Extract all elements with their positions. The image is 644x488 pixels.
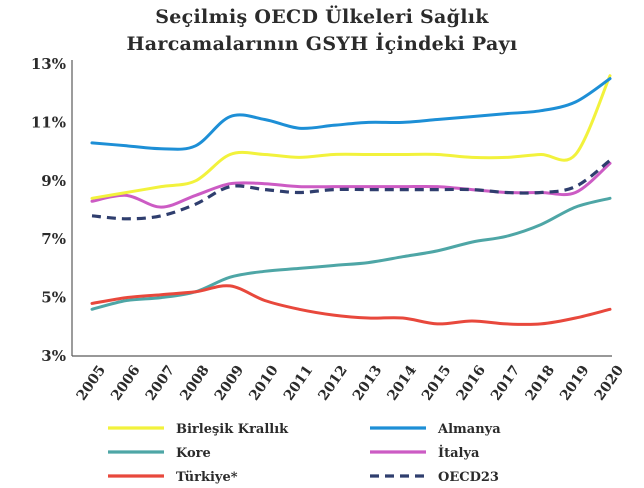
legend-item-2: Kore xyxy=(108,446,211,461)
legend-label: İtalya xyxy=(438,445,480,461)
axes xyxy=(71,60,612,357)
x-tick-label: 2005 xyxy=(74,363,109,404)
legend-item-5: OECD23 xyxy=(370,470,499,485)
series-line-0 xyxy=(90,74,612,200)
x-tick-label: 2019 xyxy=(557,363,592,404)
y-tick-labels: 3% 5% 7% 9% 11% 13% xyxy=(31,55,66,365)
legend-item-3: İtalya xyxy=(370,445,480,461)
x-tick-label: 2013 xyxy=(350,363,385,404)
x-tick-label: 2008 xyxy=(177,363,212,404)
x-tick-label: 2006 xyxy=(108,363,143,404)
series-lines xyxy=(90,74,612,326)
y-tick-label: 11% xyxy=(31,113,66,131)
x-tick-label: 2010 xyxy=(246,362,282,403)
series-line-5 xyxy=(91,159,611,221)
legend: Birleşik Krallık Almanya Kore İtalya Türkiye… xyxy=(108,422,501,485)
x-tick-label: 2011 xyxy=(281,363,316,404)
series-line-1 xyxy=(90,77,612,151)
legend-item-4: Türkiye* xyxy=(108,470,238,485)
chart-title-line-2: Harcamalarının GSYH İçindeki Payı xyxy=(126,33,518,55)
x-tick-label: 2015 xyxy=(419,363,454,404)
chart-title: Seçilmiş OECD Ülkeleri Sağlık Harcamalar… xyxy=(0,4,644,58)
series-line-4 xyxy=(90,284,612,326)
x-tick-label: 2007 xyxy=(143,363,178,404)
legend-item-0: Birleşik Krallık xyxy=(108,422,289,437)
x-tick-label: 2012 xyxy=(315,363,350,404)
series-line-2 xyxy=(90,196,612,311)
y-tick-label: 7% xyxy=(41,230,66,248)
legend-item-1: Almanya xyxy=(370,422,501,437)
x-tick-label: 2014 xyxy=(384,362,420,403)
x-tick-label: 2020 xyxy=(592,362,628,403)
x-tick-label: 2016 xyxy=(454,363,489,404)
x-tick-labels: 2005 2006 2007 2008 2009 2010 2011 2012 2013 2014… xyxy=(74,362,628,403)
x-tick-label: 2018 xyxy=(523,363,558,404)
y-tick-label: 9% xyxy=(41,172,66,190)
y-tick-label: 13% xyxy=(31,55,66,73)
y-tick-label: 5% xyxy=(41,289,66,307)
legend-label: Almanya xyxy=(437,422,501,437)
legend-label: Kore xyxy=(176,446,211,461)
legend-label: OECD23 xyxy=(438,470,499,485)
x-tick-label: 2009 xyxy=(212,363,247,404)
legend-label: Türkiye* xyxy=(176,470,238,485)
x-tick-label: 2017 xyxy=(488,363,523,404)
chart-title-line-1: Seçilmiş OECD Ülkeleri Sağlık xyxy=(155,6,489,28)
y-tick-label: 3% xyxy=(41,347,66,365)
legend-label: Birleşik Krallık xyxy=(176,422,289,437)
